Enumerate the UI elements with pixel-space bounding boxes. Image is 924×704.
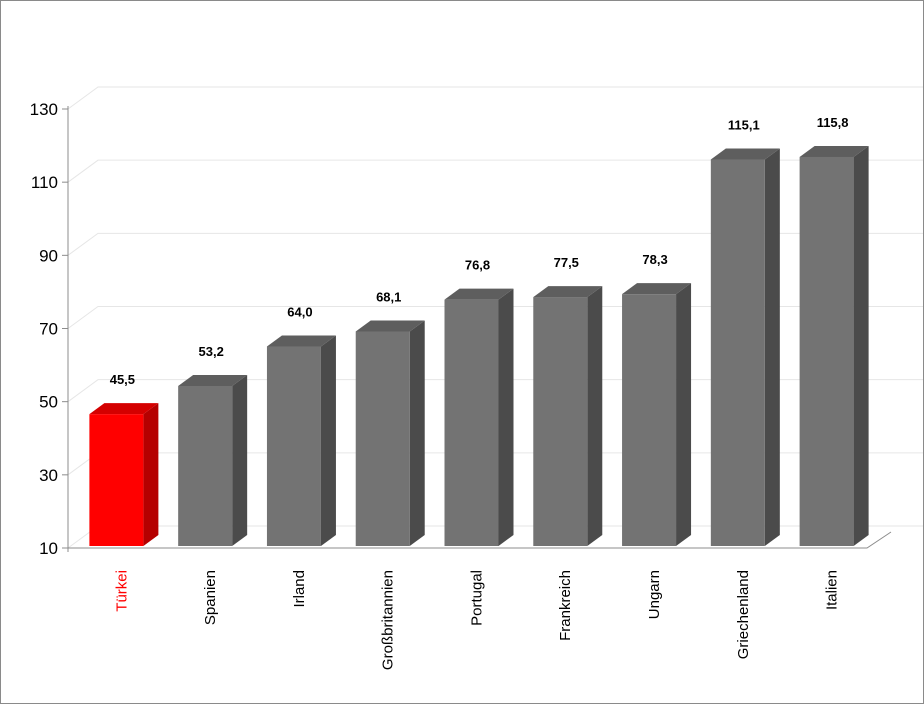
data-label: 53,2 [199, 344, 224, 359]
x-tick-label-italien: Italien [824, 570, 841, 610]
bar-side [764, 148, 780, 547]
y-tick-label: 90 [39, 246, 58, 265]
bar-italien [799, 145, 869, 546]
bar-top [533, 286, 603, 298]
bar-spanien [178, 374, 248, 546]
bar-top [799, 145, 869, 157]
gridline [67, 86, 923, 110]
bar-ungarn [622, 283, 692, 546]
y-tick-label: 70 [39, 320, 58, 339]
bar-top [89, 403, 159, 415]
data-label: 115,1 [728, 118, 760, 133]
bar-irland [266, 335, 336, 546]
x-axis-line [68, 531, 892, 549]
bar-side [320, 335, 336, 546]
bar-side [409, 320, 425, 546]
x-tick-label-griechenland: Griechenland [735, 570, 752, 659]
axes [62, 106, 892, 552]
data-labels: 45,5 53,2 64,0 68,1 76,8 77,5 78,3 115,1 115,8 [110, 115, 849, 387]
x-tick-label-ungarn: Ungarn [646, 570, 663, 619]
y-tick-label: 10 [39, 539, 58, 558]
bar-top [178, 374, 248, 386]
bar-front [533, 297, 588, 546]
x-tick-label-frankreich: Frankreich [557, 570, 574, 641]
bar-side [498, 288, 514, 546]
bar-top [266, 335, 336, 347]
x-tick-label-spanien: Spanien [202, 570, 219, 625]
y-tick-label: 130 [30, 100, 58, 119]
bar-portugal [444, 288, 514, 546]
y-tick-label: 50 [39, 393, 58, 412]
bar-front [622, 294, 677, 546]
bar-front [178, 385, 233, 546]
data-label: 76,8 [465, 258, 490, 273]
bar-frankreich [533, 286, 603, 546]
bar-griechenland [710, 148, 780, 547]
gridlines [67, 86, 923, 549]
gridline [67, 159, 923, 183]
bar-side [143, 403, 159, 546]
tick-labels: 10 30 50 70 90 110 130 Türkei Spanien Irland Großb… [30, 100, 841, 670]
x-tick-label-portugal: Portugal [468, 570, 485, 626]
bar-front [89, 414, 144, 546]
bar-grossbritannien [355, 320, 425, 546]
data-label: 68,1 [376, 289, 401, 304]
bar-front [710, 159, 765, 547]
bar-front [799, 156, 854, 546]
data-label: 45,5 [110, 372, 135, 387]
bar-tuerkei [89, 403, 159, 546]
x-tick-label-grossbritannien: Großbritannien [380, 570, 397, 670]
data-label: 78,3 [642, 252, 667, 267]
x-tick-label-irland: Irland [291, 570, 308, 608]
bar-top [710, 148, 780, 160]
bar-front [266, 346, 321, 546]
bar-top [355, 320, 425, 332]
data-label: 115,8 [817, 115, 849, 130]
data-label: 64,0 [287, 304, 312, 319]
y-tick-label: 110 [31, 173, 58, 192]
y-tick-label: 30 [39, 466, 58, 485]
data-label: 77,5 [554, 255, 579, 270]
bar-side [232, 374, 248, 546]
bar-side [676, 283, 692, 546]
bars [89, 145, 869, 547]
bar-top [444, 288, 514, 300]
gridline [67, 232, 923, 256]
bar-front [444, 299, 499, 546]
bar-side [587, 286, 603, 546]
bar-side [853, 145, 869, 546]
bar-top [622, 283, 692, 295]
bar-front [355, 331, 410, 546]
x-tick-label-tuerkei: Türkei [113, 570, 130, 612]
